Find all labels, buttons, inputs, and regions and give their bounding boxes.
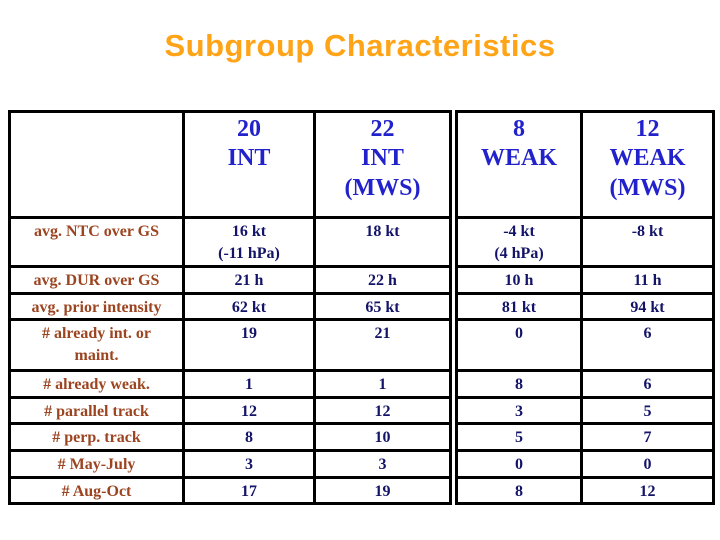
row-label: avg. NTC over GS [8, 216, 185, 268]
table-cell: 62 kt [182, 291, 316, 322]
table-row-prior-intensity: avg. prior intensity 62 kt 65 kt [8, 291, 452, 322]
table-cell: 12 [313, 395, 452, 426]
table-cell: 1 [313, 369, 452, 399]
table-row-already-weak: # already weak. 1 1 [8, 369, 452, 399]
page-title: Subgroup Characteristics [164, 28, 556, 63]
table-cell: 3 [182, 448, 316, 479]
row-label: avg. DUR over GS [8, 265, 185, 295]
table-row-already-int: 0 6 [455, 318, 715, 373]
table-row-aug-oct: 8 12 [455, 475, 715, 506]
table-row-perp-track: # perp. track 8 10 [8, 422, 452, 452]
table-row-dur: 10 h 11 h [455, 265, 715, 295]
table-cell: 16 kt (-11 hPa) [182, 216, 316, 268]
table-cell: 10 [313, 422, 452, 452]
table-cell: 5 [580, 395, 715, 426]
table-cell: 3 [313, 448, 452, 479]
table-cell: 11 h [580, 265, 715, 295]
row-label: # Aug-Oct [8, 475, 185, 506]
table-row-may-july: # May-July 3 3 [8, 448, 452, 479]
row-label: avg. prior intensity [8, 291, 185, 322]
row-label: # parallel track [8, 395, 185, 426]
table-cell: 1 [182, 369, 316, 399]
row-label: # already weak. [8, 369, 185, 399]
table-row-perp-track: 5 7 [455, 422, 715, 452]
table-cell: 5 [455, 422, 583, 452]
column-header-22-int-mws: 22 INT (MWS) [313, 110, 452, 219]
table-cell: 81 kt [455, 291, 583, 322]
table-cell: 19 [313, 475, 452, 506]
column-header-8-weak: 8 WEAK [455, 110, 583, 219]
table-cell: 8 [455, 369, 583, 399]
table-cell: 6 [580, 318, 715, 373]
table-cell: 19 [182, 318, 316, 373]
table-cell: 65 kt [313, 291, 452, 322]
table-row-dur: avg. DUR over GS 21 h 22 h [8, 265, 452, 295]
row-label: # May-July [8, 448, 185, 479]
table-cell: 6 [580, 369, 715, 399]
table-cell: 7 [580, 422, 715, 452]
column-header-12-weak-mws: 12 WEAK (MWS) [580, 110, 715, 219]
column-header-20-int: 20 INT [182, 110, 316, 219]
table-cell: 8 [182, 422, 316, 452]
table-cell: 0 [455, 318, 583, 373]
table-row-ntc: avg. NTC over GS 16 kt (-11 hPa) 18 kt [8, 216, 452, 268]
table-row-may-july: 0 0 [455, 448, 715, 479]
row-label: # already int. or maint. [8, 318, 185, 373]
table-cell: 94 kt [580, 291, 715, 322]
table-cell: 12 [182, 395, 316, 426]
table-row-already-weak: 8 6 [455, 369, 715, 399]
int-subgroups-table: 20 INT 22 INT (MWS) avg. NTC over GS 16 … [8, 110, 452, 506]
table-cell: 3 [455, 395, 583, 426]
weak-subgroups-table: 8 WEAK 12 WEAK (MWS) -4 kt (4 hPa) -8 kt… [455, 110, 715, 506]
table-row-already-int: # already int. or maint. 19 21 [8, 318, 452, 373]
table-cell: 22 h [313, 265, 452, 295]
table-cell: 0 [580, 448, 715, 479]
table-cell: 17 [182, 475, 316, 506]
table-cell: 12 [580, 475, 715, 506]
table-cell: 8 [455, 475, 583, 506]
header-row: 20 INT 22 INT (MWS) [8, 110, 452, 219]
table-row-ntc: -4 kt (4 hPa) -8 kt [455, 216, 715, 268]
table-cell: 10 h [455, 265, 583, 295]
table-cell: -8 kt [580, 216, 715, 268]
table-row-parallel-track: # parallel track 12 12 [8, 395, 452, 426]
table-cell: -4 kt (4 hPa) [455, 216, 583, 268]
table-cell: 21 [313, 318, 452, 373]
table-cell: 21 h [182, 265, 316, 295]
table-row-prior-intensity: 81 kt 94 kt [455, 291, 715, 322]
table-row-aug-oct: # Aug-Oct 17 19 [8, 475, 452, 506]
row-label: # perp. track [8, 422, 185, 452]
table-cell: 0 [455, 448, 583, 479]
corner-cell [8, 110, 185, 219]
table-row-parallel-track: 3 5 [455, 395, 715, 426]
header-row: 8 WEAK 12 WEAK (MWS) [455, 110, 715, 219]
table-cell: 18 kt [313, 216, 452, 268]
